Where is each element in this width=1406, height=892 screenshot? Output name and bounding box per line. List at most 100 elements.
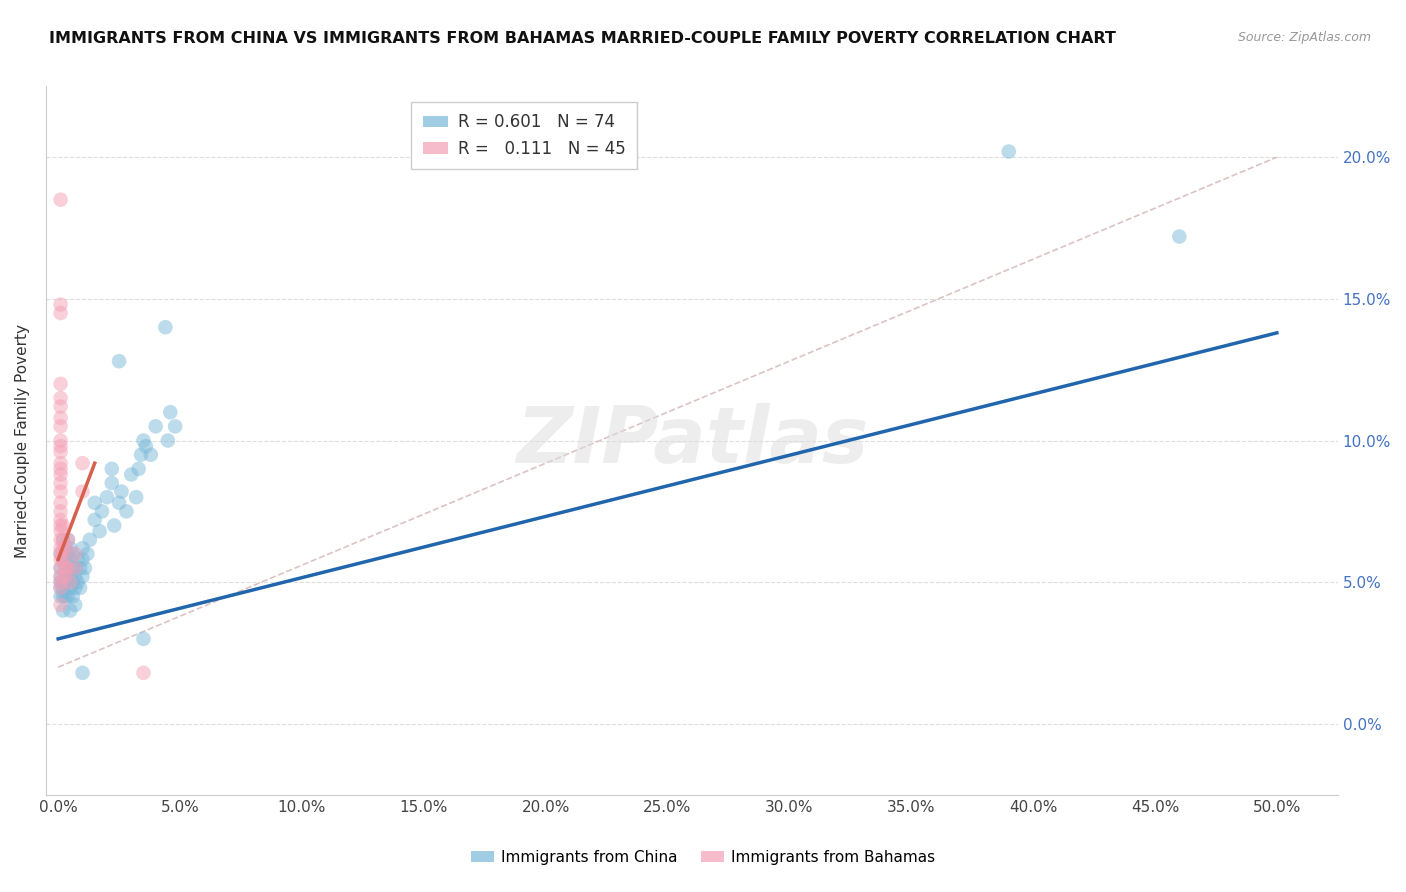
Point (49, 419, 72, 434)
Point (49, 524, 72, 539)
Point (76, 547, 98, 561)
Point (91, 504, 114, 518)
Point (49, 569, 72, 583)
Point (96, 490, 118, 504)
Point (72, 541, 94, 556)
Point (49, 547, 72, 561)
Point (49, 581, 72, 595)
Point (72, 569, 94, 583)
Point (72, 552, 94, 566)
Point (49, 476, 72, 491)
Point (83, 513, 105, 527)
Point (66, 575, 89, 590)
Point (55, 569, 77, 583)
Point (55, 561, 77, 575)
Y-axis label: Married-Couple Family Poverty: Married-Couple Family Poverty (15, 324, 30, 558)
Point (69, 581, 91, 595)
Point (56, 547, 79, 561)
Point (49, 561, 72, 575)
Point (62, 547, 84, 561)
Point (49, 561, 72, 575)
Point (120, 467, 142, 482)
Point (63, 598, 86, 612)
Point (49, 496, 72, 510)
Point (52, 590, 75, 604)
Point (56, 561, 79, 575)
Legend: Immigrants from China, Immigrants from Bahamas: Immigrants from China, Immigrants from B… (464, 844, 942, 871)
Point (115, 504, 138, 518)
Point (56, 590, 79, 604)
Point (52, 552, 75, 566)
Point (63, 547, 86, 561)
Point (56, 575, 79, 590)
Point (49, 575, 72, 590)
Point (125, 490, 148, 504)
Legend: R = 0.601   N = 74, R =   0.111   N = 45: R = 0.601 N = 74, R = 0.111 N = 45 (411, 102, 637, 169)
Point (59, 581, 82, 595)
Point (52, 603, 75, 617)
Point (49, 552, 72, 566)
Point (63, 561, 86, 575)
Point (63, 569, 86, 583)
Point (52, 518, 75, 533)
Point (165, 419, 187, 434)
Point (52, 552, 75, 566)
Point (108, 354, 131, 368)
Point (83, 496, 105, 510)
Point (49, 598, 72, 612)
Point (155, 320, 177, 334)
Point (52, 581, 75, 595)
Point (72, 665, 94, 680)
Point (49, 376, 72, 391)
Point (59, 541, 82, 556)
Point (63, 581, 86, 595)
Point (997, 145, 1019, 159)
Point (101, 476, 124, 491)
Point (62, 590, 84, 604)
Point (72, 456, 94, 470)
Point (49, 400, 72, 414)
Point (52, 575, 75, 590)
Point (49, 513, 72, 527)
Point (62, 575, 84, 590)
Point (59, 575, 82, 590)
Point (55, 547, 77, 561)
Point (52, 541, 75, 556)
Point (49, 410, 72, 425)
Point (79, 533, 101, 547)
Point (101, 462, 124, 476)
Point (55, 575, 77, 590)
Point (52, 533, 75, 547)
Point (108, 496, 131, 510)
Point (49, 391, 72, 405)
Point (59, 569, 82, 583)
Point (49, 439, 72, 453)
Point (129, 448, 152, 462)
Text: Source: ZipAtlas.com: Source: ZipAtlas.com (1237, 31, 1371, 45)
Point (49, 297, 72, 311)
Point (49, 518, 72, 533)
Point (49, 193, 72, 207)
Point (59, 552, 82, 566)
Text: IMMIGRANTS FROM CHINA VS IMMIGRANTS FROM BAHAMAS MARRIED-COUPLE FAMILY POVERTY C: IMMIGRANTS FROM CHINA VS IMMIGRANTS FROM… (49, 31, 1116, 46)
Point (156, 434, 179, 448)
Point (49, 569, 72, 583)
Point (56, 533, 79, 547)
Point (63, 561, 86, 575)
Point (59, 603, 82, 617)
Point (56, 533, 79, 547)
Point (52, 533, 75, 547)
Point (49, 533, 72, 547)
Point (49, 462, 72, 476)
Point (55, 561, 77, 575)
Point (49, 581, 72, 595)
Point (72, 484, 94, 499)
Point (55, 569, 77, 583)
Point (135, 439, 157, 453)
Point (49, 434, 72, 448)
Point (49, 467, 72, 482)
Point (49, 445, 72, 459)
Point (66, 552, 89, 566)
Point (132, 665, 155, 680)
Point (145, 419, 167, 434)
